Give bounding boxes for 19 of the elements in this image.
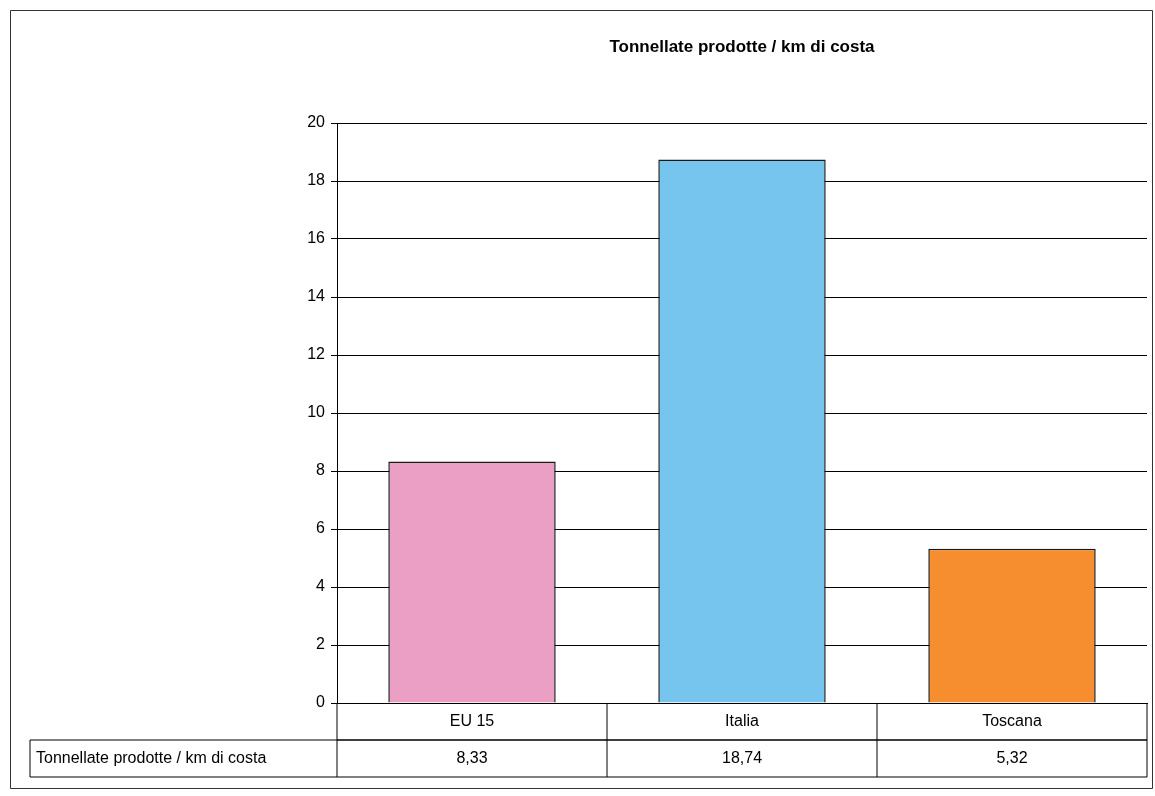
y-tick-label: 0 bbox=[316, 693, 326, 711]
y-tick-label: 2 bbox=[316, 635, 326, 653]
y-tick-label: 18 bbox=[307, 171, 326, 189]
y-tick-label: 16 bbox=[307, 229, 326, 247]
data-label: 5,32 bbox=[996, 748, 1028, 766]
y-tick-label: 4 bbox=[316, 577, 326, 595]
text: Tonnellate prodotte / km di costa bbox=[36, 748, 267, 766]
x-tick-label: EU 15 bbox=[449, 711, 495, 729]
y-tick-label: 6 bbox=[316, 519, 326, 537]
y-tick-label: 8 bbox=[316, 461, 326, 479]
y-tick-label: 20 bbox=[307, 113, 326, 131]
chart-title: Tonnellate prodotte / km di costa bbox=[609, 36, 876, 56]
data-label: 8,33 bbox=[456, 748, 488, 766]
y-tick-label: 10 bbox=[307, 403, 326, 421]
x-tick-label: Italia bbox=[725, 711, 759, 729]
data-label: 18,74 bbox=[721, 748, 763, 766]
y-tick-label: 12 bbox=[307, 345, 326, 363]
x-tick-label: Toscana bbox=[982, 711, 1042, 729]
y-tick-label: 14 bbox=[307, 287, 326, 305]
